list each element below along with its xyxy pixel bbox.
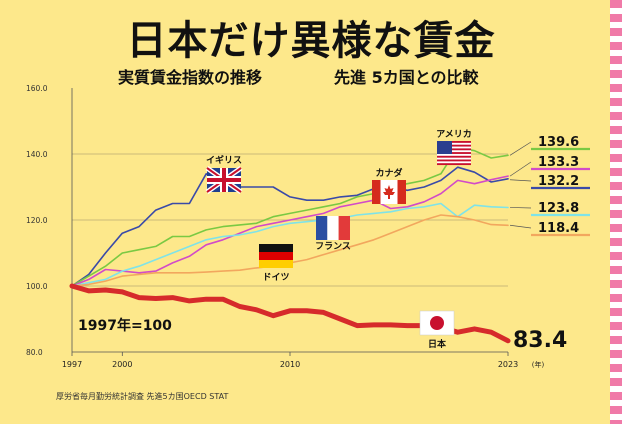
- leader-line: [509, 207, 532, 209]
- chart-subtitle-right: 先進 5カ国との比較: [334, 68, 479, 87]
- germany-flag-icon: [259, 244, 293, 268]
- x-tick-label: 2023: [498, 360, 518, 369]
- baseline-note: 1997年=100: [78, 317, 172, 334]
- japan-end-value-label: 83.4: [513, 328, 567, 353]
- y-tick-label: 160.0: [26, 84, 48, 93]
- x-tick-label: 2000: [112, 360, 132, 369]
- leader-line: [509, 224, 532, 229]
- series-line-france: [71, 202, 509, 287]
- series-line-us: [71, 146, 509, 287]
- france-flag-icon: [316, 216, 350, 240]
- uk-flag-icon: [205, 165, 243, 195]
- leader-line: [509, 179, 532, 182]
- x-unit-label: (年): [532, 360, 545, 369]
- country-label: カナダ: [375, 167, 402, 179]
- y-tick-label: 120.0: [26, 216, 48, 225]
- y-tick-label: 140.0: [26, 150, 48, 159]
- leader-line: [509, 161, 532, 177]
- leader-line: [509, 141, 532, 156]
- end-value-label: 133.3: [538, 155, 579, 170]
- country-label: 日本: [428, 338, 447, 350]
- chart-subtitle-left: 実質賃金指数の推移: [118, 68, 263, 87]
- country-label: ドイツ: [262, 272, 289, 283]
- canada-flag-icon: [372, 180, 406, 204]
- country-label: フランス: [315, 241, 351, 252]
- chart-title: 日本だけ異様な賃金: [126, 18, 496, 64]
- decorative-stripe: [610, 0, 622, 424]
- x-tick-label: 1997: [62, 360, 82, 369]
- us-flag-icon: [437, 141, 471, 166]
- end-value-label: 123.8: [538, 201, 579, 216]
- country-label: アメリカ: [436, 129, 472, 140]
- y-tick-label: 80.0: [26, 348, 43, 357]
- series-line-canada: [71, 175, 509, 287]
- x-tick-label: 2010: [280, 360, 300, 369]
- end-value-label: 132.2: [538, 174, 579, 189]
- end-value-label: 118.4: [538, 221, 579, 236]
- end-value-label: 139.6: [538, 135, 579, 150]
- japan-flag-icon: [419, 310, 455, 336]
- y-tick-label: 100.0: [26, 282, 48, 291]
- source-note: 厚労省毎月勤労統計調査 先進5カ国OECD STAT: [56, 392, 229, 401]
- series-line-uk: [71, 166, 509, 287]
- country-label: イギリス: [206, 154, 242, 166]
